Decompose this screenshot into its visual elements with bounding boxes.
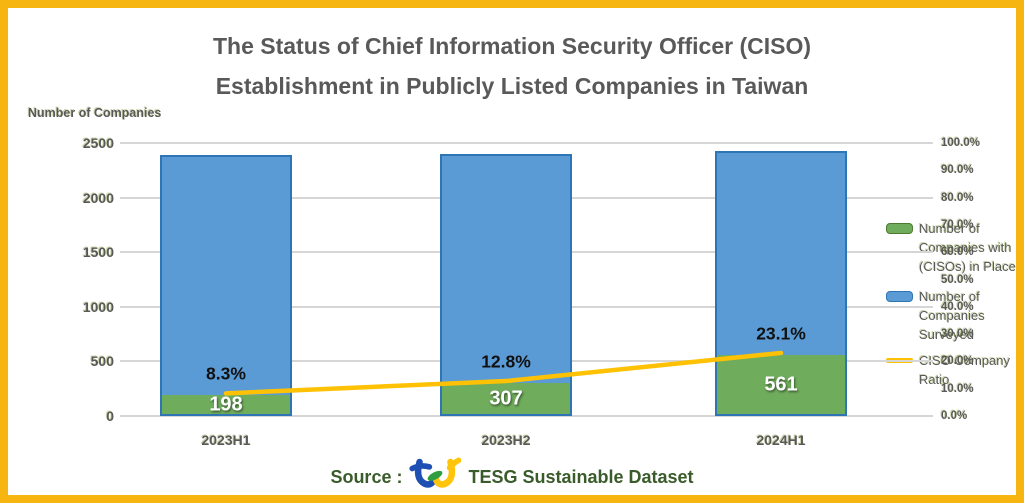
chart-title: The Status of Chief Information Security… bbox=[8, 26, 1016, 107]
chart-title-line1: The Status of Chief Information Security… bbox=[212, 33, 812, 59]
legend-item: Number of Companies Surveyed bbox=[886, 288, 1016, 345]
legend-swatch-green bbox=[886, 223, 913, 234]
legend-swatch-blue bbox=[886, 291, 913, 302]
left-axis-title: Number of Companies bbox=[28, 106, 162, 120]
right-axis-tick: 80.0% bbox=[941, 191, 974, 204]
right-axis-tick: 10.0% bbox=[941, 382, 974, 395]
right-axis-tick: 30.0% bbox=[941, 328, 974, 341]
source-text: TESG Sustainable Dataset bbox=[468, 467, 694, 487]
source-prefix: Source : bbox=[330, 467, 403, 487]
left-axis-tick: 500 bbox=[90, 353, 114, 370]
right-axis-tick: 90.0% bbox=[941, 164, 974, 177]
surveyed-bar bbox=[440, 154, 572, 416]
ciso-in-place-segment bbox=[162, 394, 290, 414]
right-axis-tick: 60.0% bbox=[941, 246, 974, 259]
category-label: 2023H1 bbox=[201, 432, 251, 448]
bar-value-label: 198 bbox=[209, 393, 243, 416]
chart-title-line2: Establishment in Publicly Listed Compani… bbox=[215, 73, 809, 100]
right-axis-tick: 0.0% bbox=[941, 410, 968, 422]
right-axis-tick: 40.0% bbox=[941, 300, 974, 313]
left-axis-tick: 2000 bbox=[82, 189, 114, 206]
left-axis-tick: 2500 bbox=[82, 135, 114, 151]
legend-label: CISO Company Ratio bbox=[919, 353, 1011, 387]
ratio-percent-label: 12.8% bbox=[481, 351, 531, 372]
category-label: 2024H1 bbox=[756, 432, 806, 448]
left-axis-tick: 1000 bbox=[82, 298, 114, 315]
bar-value-label: 307 bbox=[489, 387, 523, 410]
gridline bbox=[120, 142, 933, 144]
source-row: Source : TESG Sustainable Dataset bbox=[8, 457, 1016, 495]
bar-value-label: 561 bbox=[764, 373, 798, 396]
ratio-percent-label: 8.3% bbox=[206, 363, 246, 384]
legend-label: Number of Companies Surveyed bbox=[919, 289, 985, 342]
gridline bbox=[120, 415, 933, 417]
right-axis-tick: 20.0% bbox=[941, 355, 974, 368]
tej-logo-icon bbox=[409, 457, 462, 495]
left-axis-tick: 0 bbox=[106, 408, 114, 424]
right-axis-tick: 100.0% bbox=[941, 137, 981, 149]
right-axis-tick: 50.0% bbox=[941, 273, 974, 286]
left-axis-tick: 1500 bbox=[82, 244, 114, 261]
right-axis-tick: 70.0% bbox=[941, 218, 974, 231]
category-label: 2023H2 bbox=[481, 432, 531, 448]
legend-label: Number of Companies with (CISOs) in Plac… bbox=[919, 221, 1016, 274]
ratio-percent-label: 23.1% bbox=[756, 323, 806, 344]
legend-item: Number of Companies with (CISOs) in Plac… bbox=[886, 220, 1016, 277]
